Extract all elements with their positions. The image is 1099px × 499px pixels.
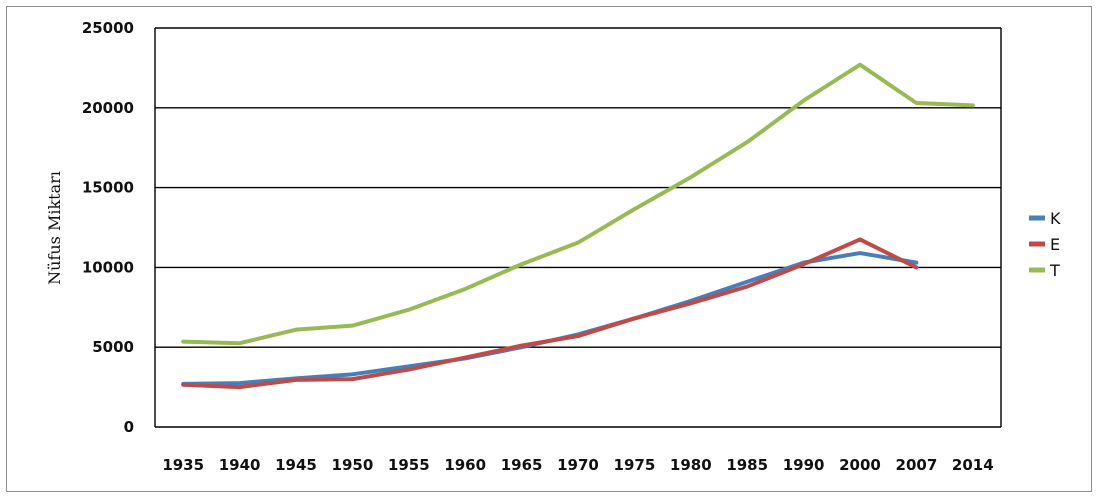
y-tick-label: 0 xyxy=(124,418,134,436)
x-tick-label: 2007 xyxy=(896,456,938,474)
x-tick-label: 1955 xyxy=(388,456,430,474)
x-tick-label: 1940 xyxy=(219,456,261,474)
y-tick-label: 10000 xyxy=(82,258,134,276)
y-tick-label: 5000 xyxy=(92,338,134,356)
x-tick-label: 1960 xyxy=(444,456,486,474)
legend: KET xyxy=(1029,209,1061,280)
series-line-T xyxy=(181,62,975,346)
x-tick-label: 1935 xyxy=(162,456,204,474)
series-lines xyxy=(181,62,975,390)
x-tick-label: 1990 xyxy=(783,456,825,474)
x-tick-label: 1970 xyxy=(557,456,599,474)
y-axis-title: Nüfus Miktarı xyxy=(45,171,64,285)
tick-labels: 0 5000 10000 15000 20000 25000 1935 1940 1945 195… xyxy=(82,19,994,474)
x-tick-label: 1965 xyxy=(501,456,543,474)
x-tick-label: 1985 xyxy=(726,456,768,474)
series-line-K xyxy=(181,251,919,386)
axes xyxy=(154,28,1002,428)
series-line-E xyxy=(181,237,919,390)
y-tick-label: 25000 xyxy=(82,19,134,37)
legend-label-T: T xyxy=(1049,261,1060,280)
legend-label-E: E xyxy=(1050,235,1060,254)
gridlines xyxy=(155,27,1001,348)
chart-frame xyxy=(6,6,1092,492)
x-tick-label: 1950 xyxy=(332,456,374,474)
x-tick-label: 2000 xyxy=(839,456,881,474)
x-tick-label: 1945 xyxy=(275,456,317,474)
y-tick-label: 15000 xyxy=(82,179,134,197)
legend-label-K: K xyxy=(1050,209,1061,228)
x-tick-label: 1980 xyxy=(670,456,712,474)
x-tick-label: 1975 xyxy=(614,456,656,474)
y-tick-label: 20000 xyxy=(82,99,134,117)
x-tick-label: 2014 xyxy=(952,456,994,474)
